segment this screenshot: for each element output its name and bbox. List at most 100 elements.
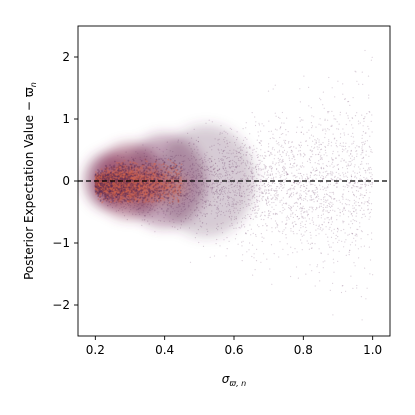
scatter-point [141, 177, 144, 179]
scatter-point [286, 174, 288, 176]
scatter-point [121, 202, 123, 204]
scatter-point [327, 212, 329, 214]
scatter-point [313, 193, 315, 195]
scatter-point [98, 181, 101, 184]
scatter-point [102, 188, 105, 190]
scatter-point [110, 178, 112, 181]
scatter-point [113, 181, 116, 184]
scatter-point [271, 174, 273, 176]
scatter-point [201, 184, 203, 186]
scatter-point [121, 191, 124, 194]
scatter-point [309, 159, 311, 161]
scatter-point [171, 161, 174, 164]
scatter-point [128, 173, 131, 175]
scatter-point [153, 195, 156, 198]
scatter-point [154, 174, 157, 177]
scatter-point [369, 135, 371, 137]
scatter-point [111, 177, 114, 180]
scatter-point [161, 185, 163, 187]
scatter-point [109, 171, 112, 174]
scatter-point [202, 196, 204, 199]
scatter-point [131, 183, 134, 186]
scatter-point [152, 147, 154, 149]
scatter-point [245, 179, 247, 181]
scatter-point [190, 178, 192, 181]
scatter-point [276, 168, 278, 171]
scatter-point [258, 159, 260, 161]
scatter-point [333, 118, 335, 120]
scatter-point [95, 185, 98, 188]
scatter-point [166, 204, 168, 206]
scatter-point [96, 178, 99, 181]
scatter-point [104, 185, 106, 188]
scatter-point [142, 167, 145, 170]
scatter-point [96, 182, 99, 185]
scatter-point [351, 159, 353, 161]
scatter-point [357, 228, 359, 231]
scatter-point [370, 120, 372, 122]
scatter-point [255, 164, 257, 166]
scatter-point [106, 178, 109, 181]
scatter-point [298, 150, 300, 152]
scatter-point [252, 178, 254, 180]
scatter-point [199, 170, 201, 172]
scatter-point [370, 59, 372, 61]
scatter-point [137, 203, 139, 205]
scatter-point [361, 231, 363, 233]
scatter-point [350, 152, 352, 155]
scatter-point [136, 189, 138, 191]
scatter-point [195, 185, 197, 187]
scatter-point [147, 187, 150, 190]
scatter-point [206, 186, 208, 188]
scatter-point [346, 151, 348, 153]
scatter-point [320, 199, 322, 201]
scatter-point [114, 182, 117, 185]
scatter-point [370, 176, 372, 178]
scatter-point [205, 203, 207, 205]
scatter-point [182, 169, 184, 171]
scatter-point [120, 197, 123, 200]
scatter-point [163, 178, 165, 180]
scatter-point [103, 182, 106, 185]
scatter-point [166, 193, 168, 196]
scatter-point [205, 154, 207, 156]
scatter-point [113, 164, 116, 167]
scatter-point [119, 194, 122, 197]
scatter-point [112, 184, 115, 187]
scatter-point [140, 166, 143, 168]
scatter-point [116, 193, 119, 196]
scatter-point [160, 220, 162, 222]
scatter-point [131, 175, 134, 178]
scatter-point [179, 176, 182, 179]
scatter-point [163, 212, 165, 214]
scatter-point [305, 187, 307, 189]
scatter-point [157, 195, 160, 197]
scatter-point [104, 164, 107, 167]
scatter-point [328, 195, 330, 197]
scatter-point [183, 191, 186, 193]
scatter-point [94, 178, 97, 181]
scatter-point [107, 192, 109, 195]
scatter-point [123, 181, 125, 184]
scatter-point [285, 172, 287, 174]
scatter-point [95, 182, 98, 185]
scatter-point [335, 238, 337, 240]
scatter-point [358, 166, 360, 168]
scatter-point [108, 201, 111, 203]
scatter-point [96, 176, 99, 179]
scatter-point [106, 181, 109, 183]
scatter-point [139, 185, 142, 187]
scatter-point [251, 170, 253, 172]
scatter-point [137, 176, 140, 178]
scatter-point [313, 223, 315, 225]
scatter-point [127, 184, 130, 187]
scatter-point [171, 191, 174, 194]
scatter-point [198, 209, 200, 211]
scatter-point [107, 184, 110, 187]
scatter-point [253, 175, 255, 177]
scatter-point [252, 182, 254, 184]
scatter-point [163, 161, 166, 164]
scatter-point [256, 190, 258, 193]
scatter-point [112, 190, 115, 193]
scatter-point [216, 208, 218, 210]
